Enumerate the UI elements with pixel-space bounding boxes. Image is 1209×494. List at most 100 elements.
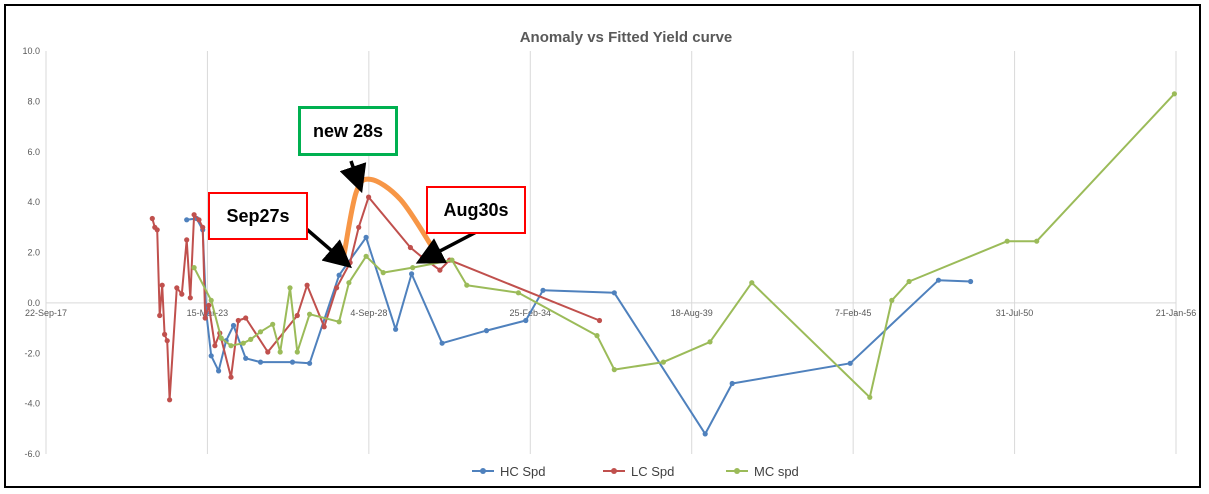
data-point [270,321,276,327]
data-point [611,367,617,373]
gridlines [45,51,1177,454]
x-tick-label: 21-Jan-56 [1156,308,1197,318]
y-tick-label: -4.0 [24,399,40,409]
data-point [1034,238,1040,244]
data-point [483,328,490,334]
annotation-sep27s-text: Sep27s [226,205,290,226]
data-point [257,359,264,365]
legend-swatch-marker [611,468,617,474]
legend-label: LC Spd [631,464,674,479]
data-point [184,237,190,243]
legend-label: MC spd [754,464,799,479]
data-point [235,317,241,324]
data-point [1004,238,1010,244]
y-tick-label: 10.0 [22,46,40,56]
data-point [289,359,296,365]
data-point [906,278,912,285]
data-point [847,360,853,366]
data-point [304,282,310,288]
data-point [380,270,386,276]
legend-label: HC Spd [500,464,546,479]
data-point [208,297,214,303]
data-point [611,290,617,296]
data-point [157,312,163,319]
data-point [749,280,755,286]
data-point [218,335,224,341]
annotation-aug30s-text: Aug30s [443,199,509,220]
data-point [216,368,222,374]
x-tick-label: 7-Feb-45 [835,308,872,318]
data-point [393,326,399,332]
data-point [228,343,234,349]
data-point [179,291,185,297]
y-tick-label: 2.0 [27,248,40,258]
data-point [515,290,521,296]
data-point [257,329,264,335]
data-point [277,349,283,355]
data-point [660,359,667,365]
axes: 22-Sep-1715-Mar-234-Sep-2825-Feb-3418-Au… [22,46,1196,459]
y-tick-label: -2.0 [24,348,40,358]
data-point [196,217,202,223]
data-point [366,194,372,200]
data-point [363,253,369,259]
data-point [164,338,170,344]
data-point [200,224,206,230]
data-point [410,265,416,271]
data-point [596,317,603,324]
data-point [243,315,249,321]
data-point [167,397,173,403]
y-tick-label: 8.0 [27,96,40,106]
data-point [202,315,208,321]
legend-item: LC Spd [603,464,674,479]
data-point [159,282,165,288]
data-point [187,295,193,301]
data-point [540,287,546,293]
data-point [206,302,212,308]
data-point [437,267,443,273]
data-point [407,244,413,251]
data-point [449,257,455,263]
data-point [248,336,254,342]
data-point [729,380,735,387]
y-tick-label: 6.0 [27,147,40,157]
data-point [191,212,197,218]
data-point [191,265,197,271]
data-point [184,217,190,223]
data-point [287,285,293,291]
x-tick-label: 31-Jul-50 [996,308,1034,318]
data-point [419,254,426,261]
data-point [336,272,342,278]
data-point [409,271,415,277]
data-point [867,394,873,400]
legend-item: HC Spd [472,464,546,479]
data-point [228,374,234,380]
legend-swatch-marker [480,468,486,474]
data-point [935,277,942,283]
data-point [594,333,600,339]
data-point [230,322,237,329]
x-tick-label: 18-Aug-39 [671,308,713,318]
annotation-aug30s: Aug30s [426,186,526,234]
data-point [174,285,180,291]
data-point [294,312,300,319]
data-point [162,331,168,337]
data-point [154,227,160,233]
data-point [243,355,249,361]
data-point [307,311,313,317]
chart-frame: Anomaly vs Fitted Yield curve 22-Sep-171… [4,4,1201,488]
data-point [212,343,218,349]
annotation-sep27s: Sep27s [208,192,308,240]
data-point [464,282,470,288]
data-point [707,339,713,345]
series-layer [149,91,1177,437]
series-mc-spd [191,91,1177,400]
data-point [346,280,352,286]
data-point [208,353,214,359]
data-point [294,349,300,355]
data-point [356,224,362,230]
chart-title: Anomaly vs Fitted Yield curve [520,29,733,46]
y-tick-label: 4.0 [27,197,40,207]
data-point [334,285,340,291]
line-chart: Anomaly vs Fitted Yield curve 22-Sep-171… [22,29,1196,479]
